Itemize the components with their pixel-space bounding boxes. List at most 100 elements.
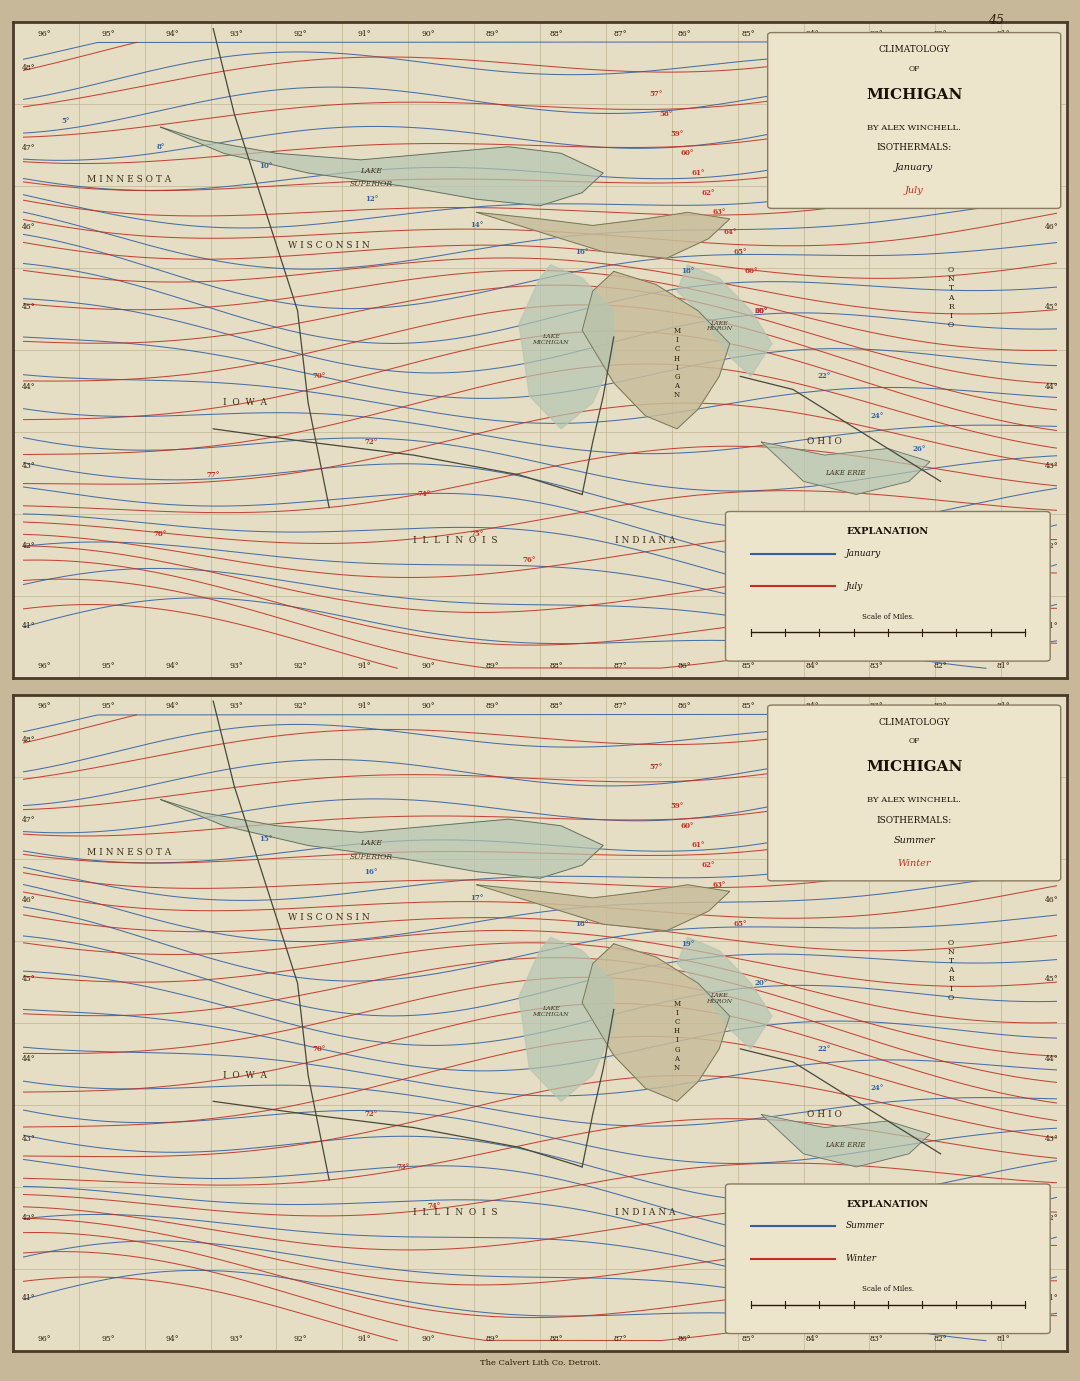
Text: 96°: 96° — [38, 1335, 52, 1342]
Text: 42°: 42° — [1045, 1214, 1058, 1222]
Text: 94°: 94° — [165, 30, 179, 37]
Text: 48°: 48° — [22, 736, 35, 744]
Text: 86°: 86° — [677, 663, 691, 670]
Text: 84°: 84° — [806, 30, 819, 37]
Text: 78°: 78° — [154, 530, 167, 537]
Text: 84°: 84° — [806, 663, 819, 670]
Text: 85°: 85° — [741, 703, 755, 710]
Text: 59°: 59° — [671, 802, 684, 811]
Text: 41°: 41° — [1045, 1294, 1058, 1302]
Text: 41°: 41° — [22, 621, 35, 630]
Text: I  O  W  A: I O W A — [222, 1070, 267, 1080]
Text: LAKE
MICHIGAN: LAKE MICHIGAN — [532, 1007, 569, 1016]
Text: 89°: 89° — [485, 703, 499, 710]
Text: SUPERIOR: SUPERIOR — [350, 180, 393, 188]
Text: 86°: 86° — [677, 1335, 691, 1342]
Text: 66°: 66° — [744, 268, 757, 275]
Text: 74°: 74° — [428, 1203, 442, 1210]
Text: LAKE
HURON: LAKE HURON — [706, 320, 732, 331]
Text: 75°: 75° — [470, 530, 484, 537]
Text: W I S C O N S I N: W I S C O N S I N — [288, 913, 370, 923]
Text: 45: 45 — [988, 14, 1004, 26]
Text: 89°: 89° — [485, 30, 499, 37]
Text: O H I O: O H I O — [807, 438, 842, 446]
Text: Scale of Miles.: Scale of Miles. — [862, 613, 914, 620]
Text: 22°: 22° — [818, 373, 832, 380]
Text: 70°: 70° — [312, 1045, 325, 1052]
Text: 46°: 46° — [22, 896, 35, 903]
Text: 60°: 60° — [680, 149, 694, 157]
Text: 64°: 64° — [723, 228, 737, 236]
Text: 77°: 77° — [206, 471, 220, 479]
FancyBboxPatch shape — [768, 33, 1061, 209]
Text: 91°: 91° — [357, 663, 372, 670]
FancyBboxPatch shape — [768, 706, 1061, 881]
Text: 94°: 94° — [165, 663, 179, 670]
Text: 90°: 90° — [421, 30, 435, 37]
Text: O H I O: O H I O — [807, 1110, 842, 1119]
Text: 72°: 72° — [365, 1110, 378, 1119]
Text: 85°: 85° — [741, 30, 755, 37]
Polygon shape — [761, 442, 930, 494]
Text: 88°: 88° — [550, 703, 563, 710]
Text: ISOTHERMALS:: ISOTHERMALS: — [877, 816, 951, 824]
Text: Summer: Summer — [893, 836, 935, 845]
Text: CLIMATOLOGY: CLIMATOLOGY — [878, 718, 950, 726]
Text: MICHIGAN: MICHIGAN — [866, 760, 962, 775]
FancyBboxPatch shape — [726, 511, 1050, 661]
Text: 57°: 57° — [649, 762, 662, 771]
Text: 93°: 93° — [230, 30, 243, 37]
Text: 43°: 43° — [1044, 1135, 1058, 1143]
Text: I  L  L  I  N  O  I  S: I L L I N O I S — [414, 536, 498, 545]
Text: 58°: 58° — [660, 110, 673, 117]
Text: 43°: 43° — [1044, 463, 1058, 471]
Text: 92°: 92° — [294, 1335, 307, 1342]
Text: 16°: 16° — [576, 247, 589, 255]
Text: I  L  L  I  N  O  I  S: I L L I N O I S — [414, 1208, 498, 1217]
Text: 95°: 95° — [102, 30, 116, 37]
Text: 44°: 44° — [22, 1055, 35, 1063]
Text: M I N N E S O T A: M I N N E S O T A — [86, 848, 171, 856]
Text: 15°: 15° — [259, 836, 272, 842]
Text: 12°: 12° — [365, 195, 378, 203]
Text: 88°: 88° — [550, 663, 563, 670]
Text: M I N N E S O T A: M I N N E S O T A — [86, 175, 171, 184]
Text: 93°: 93° — [230, 1335, 243, 1342]
Text: 16°: 16° — [365, 867, 378, 876]
Polygon shape — [582, 272, 730, 429]
Text: Winter: Winter — [897, 859, 931, 867]
Text: MICHIGAN: MICHIGAN — [866, 88, 962, 102]
Text: 22°: 22° — [818, 1045, 832, 1052]
Text: 84°: 84° — [806, 1335, 819, 1342]
Text: 70°: 70° — [312, 373, 325, 380]
Text: 43°: 43° — [22, 1135, 36, 1143]
Text: EXPLANATION: EXPLANATION — [847, 1200, 929, 1208]
Text: July: July — [846, 581, 863, 591]
Text: 19°: 19° — [681, 940, 694, 947]
Text: 41°: 41° — [1045, 621, 1058, 630]
Text: SUPERIOR: SUPERIOR — [350, 852, 393, 860]
Text: 81°: 81° — [997, 703, 1011, 710]
Text: 83°: 83° — [869, 1335, 882, 1342]
Text: LAKE ERIE: LAKE ERIE — [825, 1141, 866, 1149]
Text: 95°: 95° — [102, 703, 116, 710]
Text: 62°: 62° — [702, 189, 715, 196]
Text: OF: OF — [908, 65, 920, 73]
Text: LAKE
MICHIGAN: LAKE MICHIGAN — [532, 334, 569, 345]
Text: 87°: 87° — [613, 703, 626, 710]
Text: 74°: 74° — [418, 490, 431, 499]
Text: 92°: 92° — [294, 703, 307, 710]
Text: 47°: 47° — [1045, 816, 1058, 824]
Text: M
I
C
H
I
G
A
N: M I C H I G A N — [674, 327, 680, 399]
Text: 84°: 84° — [806, 703, 819, 710]
Text: 82°: 82° — [933, 1335, 947, 1342]
Text: 90°: 90° — [421, 663, 435, 670]
Text: 95°: 95° — [102, 663, 116, 670]
Text: 95°: 95° — [102, 1335, 116, 1342]
Text: M
I
C
H
I
G
A
N: M I C H I G A N — [674, 1000, 680, 1072]
Text: I N D I A N A: I N D I A N A — [616, 536, 676, 545]
Text: 63°: 63° — [713, 209, 726, 217]
Text: I N D I A N A: I N D I A N A — [616, 1208, 676, 1217]
Text: 83°: 83° — [869, 30, 882, 37]
Text: January: January — [846, 550, 881, 558]
